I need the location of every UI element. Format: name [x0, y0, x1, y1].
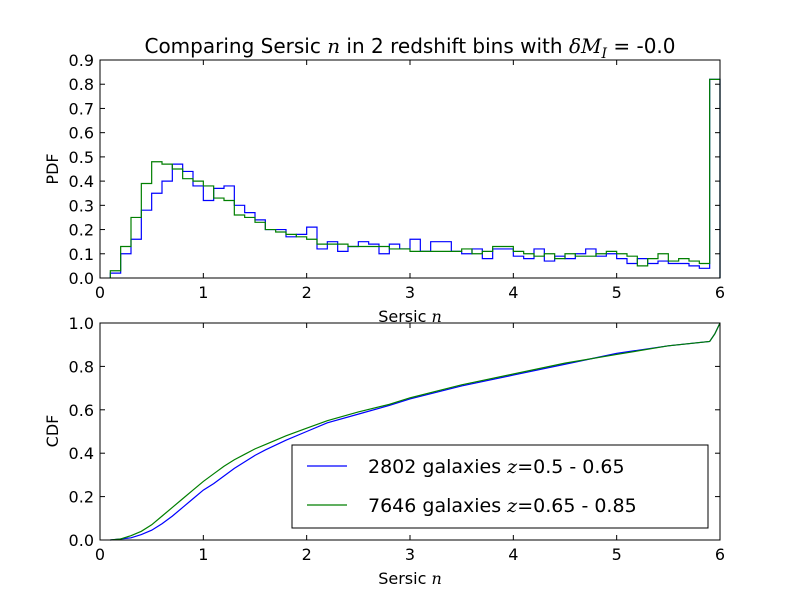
- cdf-x-tick-label: 2: [302, 545, 312, 564]
- pdf-y-tick-label: 0.5: [69, 148, 94, 167]
- legend-label-series-1: 2802 galaxies z=0.5 - 0.65: [368, 456, 625, 478]
- pdf-y-tick-label: 0.7: [69, 99, 94, 118]
- pdf-y-tick-label: 0.6: [69, 124, 94, 143]
- cdf-axes: 0 1 2 3 4 5 6 0.0 0.2 0.4 0.6 0.8 1.0: [69, 314, 726, 564]
- pdf-y-tick-label: 0.4: [69, 172, 94, 191]
- cdf-axes-frame: [99, 322, 721, 541]
- pdf-histogram-series-1: [109, 78, 721, 278]
- pdf-y-tick-label: 0.8: [69, 75, 94, 94]
- cdf-x-axis-label: Sersic n: [378, 569, 442, 588]
- pdf-x-tick-label: 5: [612, 283, 622, 302]
- cdf-y-tick-label: 0.0: [69, 531, 94, 550]
- cdf-y-tick-label: 0.6: [69, 401, 94, 420]
- cdf-y-tick-label: 0.2: [69, 488, 94, 507]
- cdf-x-tick-label: 0: [95, 545, 105, 564]
- pdf-x-tick-label: 4: [508, 283, 518, 302]
- pdf-x-tick-label: 3: [405, 283, 415, 302]
- pdf-x-tick-label: 2: [302, 283, 312, 302]
- cdf-x-tick-label: 1: [198, 545, 208, 564]
- pdf-y-tick-label: 0.0: [69, 269, 94, 288]
- pdf-histogram-series-2: [109, 78, 721, 278]
- pdf-x-tick-label: 1: [198, 283, 208, 302]
- cdf-x-tick-label: 3: [405, 545, 415, 564]
- pdf-y-tick-label: 0.3: [69, 196, 94, 215]
- cdf-panel: 0 1 2 3 4 5 6 0.0 0.2 0.4 0.6 0.8 1.0 CDF Sersic n 2…: [43, 314, 725, 588]
- cdf-legend: 2802 galaxies z=0.5 - 0.65 7646 galaxies…: [291, 444, 709, 529]
- figure-title: Comparing Sersic n in 2 redshift bins wi…: [144, 34, 675, 62]
- pdf-x-axis-label: Sersic n: [378, 307, 442, 326]
- pdf-panel: 0 1 2 3 4 5 6 0.0 0.1 0.2 0.3 0.4 0.5 0.6 0.7 0.8 0.9 PD…: [43, 51, 725, 326]
- pdf-axes-frame: [99, 59, 721, 279]
- legend-label-series-2: 7646 galaxies z=0.65 - 0.85: [368, 495, 637, 517]
- cdf-y-tick-label: 0.4: [69, 444, 94, 463]
- cdf-series-group: [110, 322, 721, 541]
- pdf-y-tick-label: 0.2: [69, 221, 94, 240]
- pdf-x-tick-label: 0: [95, 283, 105, 302]
- cdf-x-tick-label: 6: [715, 545, 725, 564]
- pdf-series-group: [109, 78, 721, 278]
- cdf-y-tick-label: 1.0: [69, 314, 94, 333]
- cdf-y-tick-label: 0.8: [69, 357, 94, 376]
- cdf-line-series-2: [110, 322, 721, 541]
- pdf-y-axis-label: PDF: [43, 153, 62, 184]
- cdf-line-series-1: [110, 322, 721, 541]
- pdf-y-tick-label: 0.1: [69, 245, 94, 264]
- pdf-y-tick-label: 0.9: [69, 51, 94, 70]
- legend-box: [291, 444, 709, 529]
- pdf-x-tick-label: 6: [715, 283, 725, 302]
- cdf-x-tick-label: 5: [612, 545, 622, 564]
- cdf-y-axis-label: CDF: [43, 415, 62, 448]
- cdf-x-tick-label: 4: [508, 545, 518, 564]
